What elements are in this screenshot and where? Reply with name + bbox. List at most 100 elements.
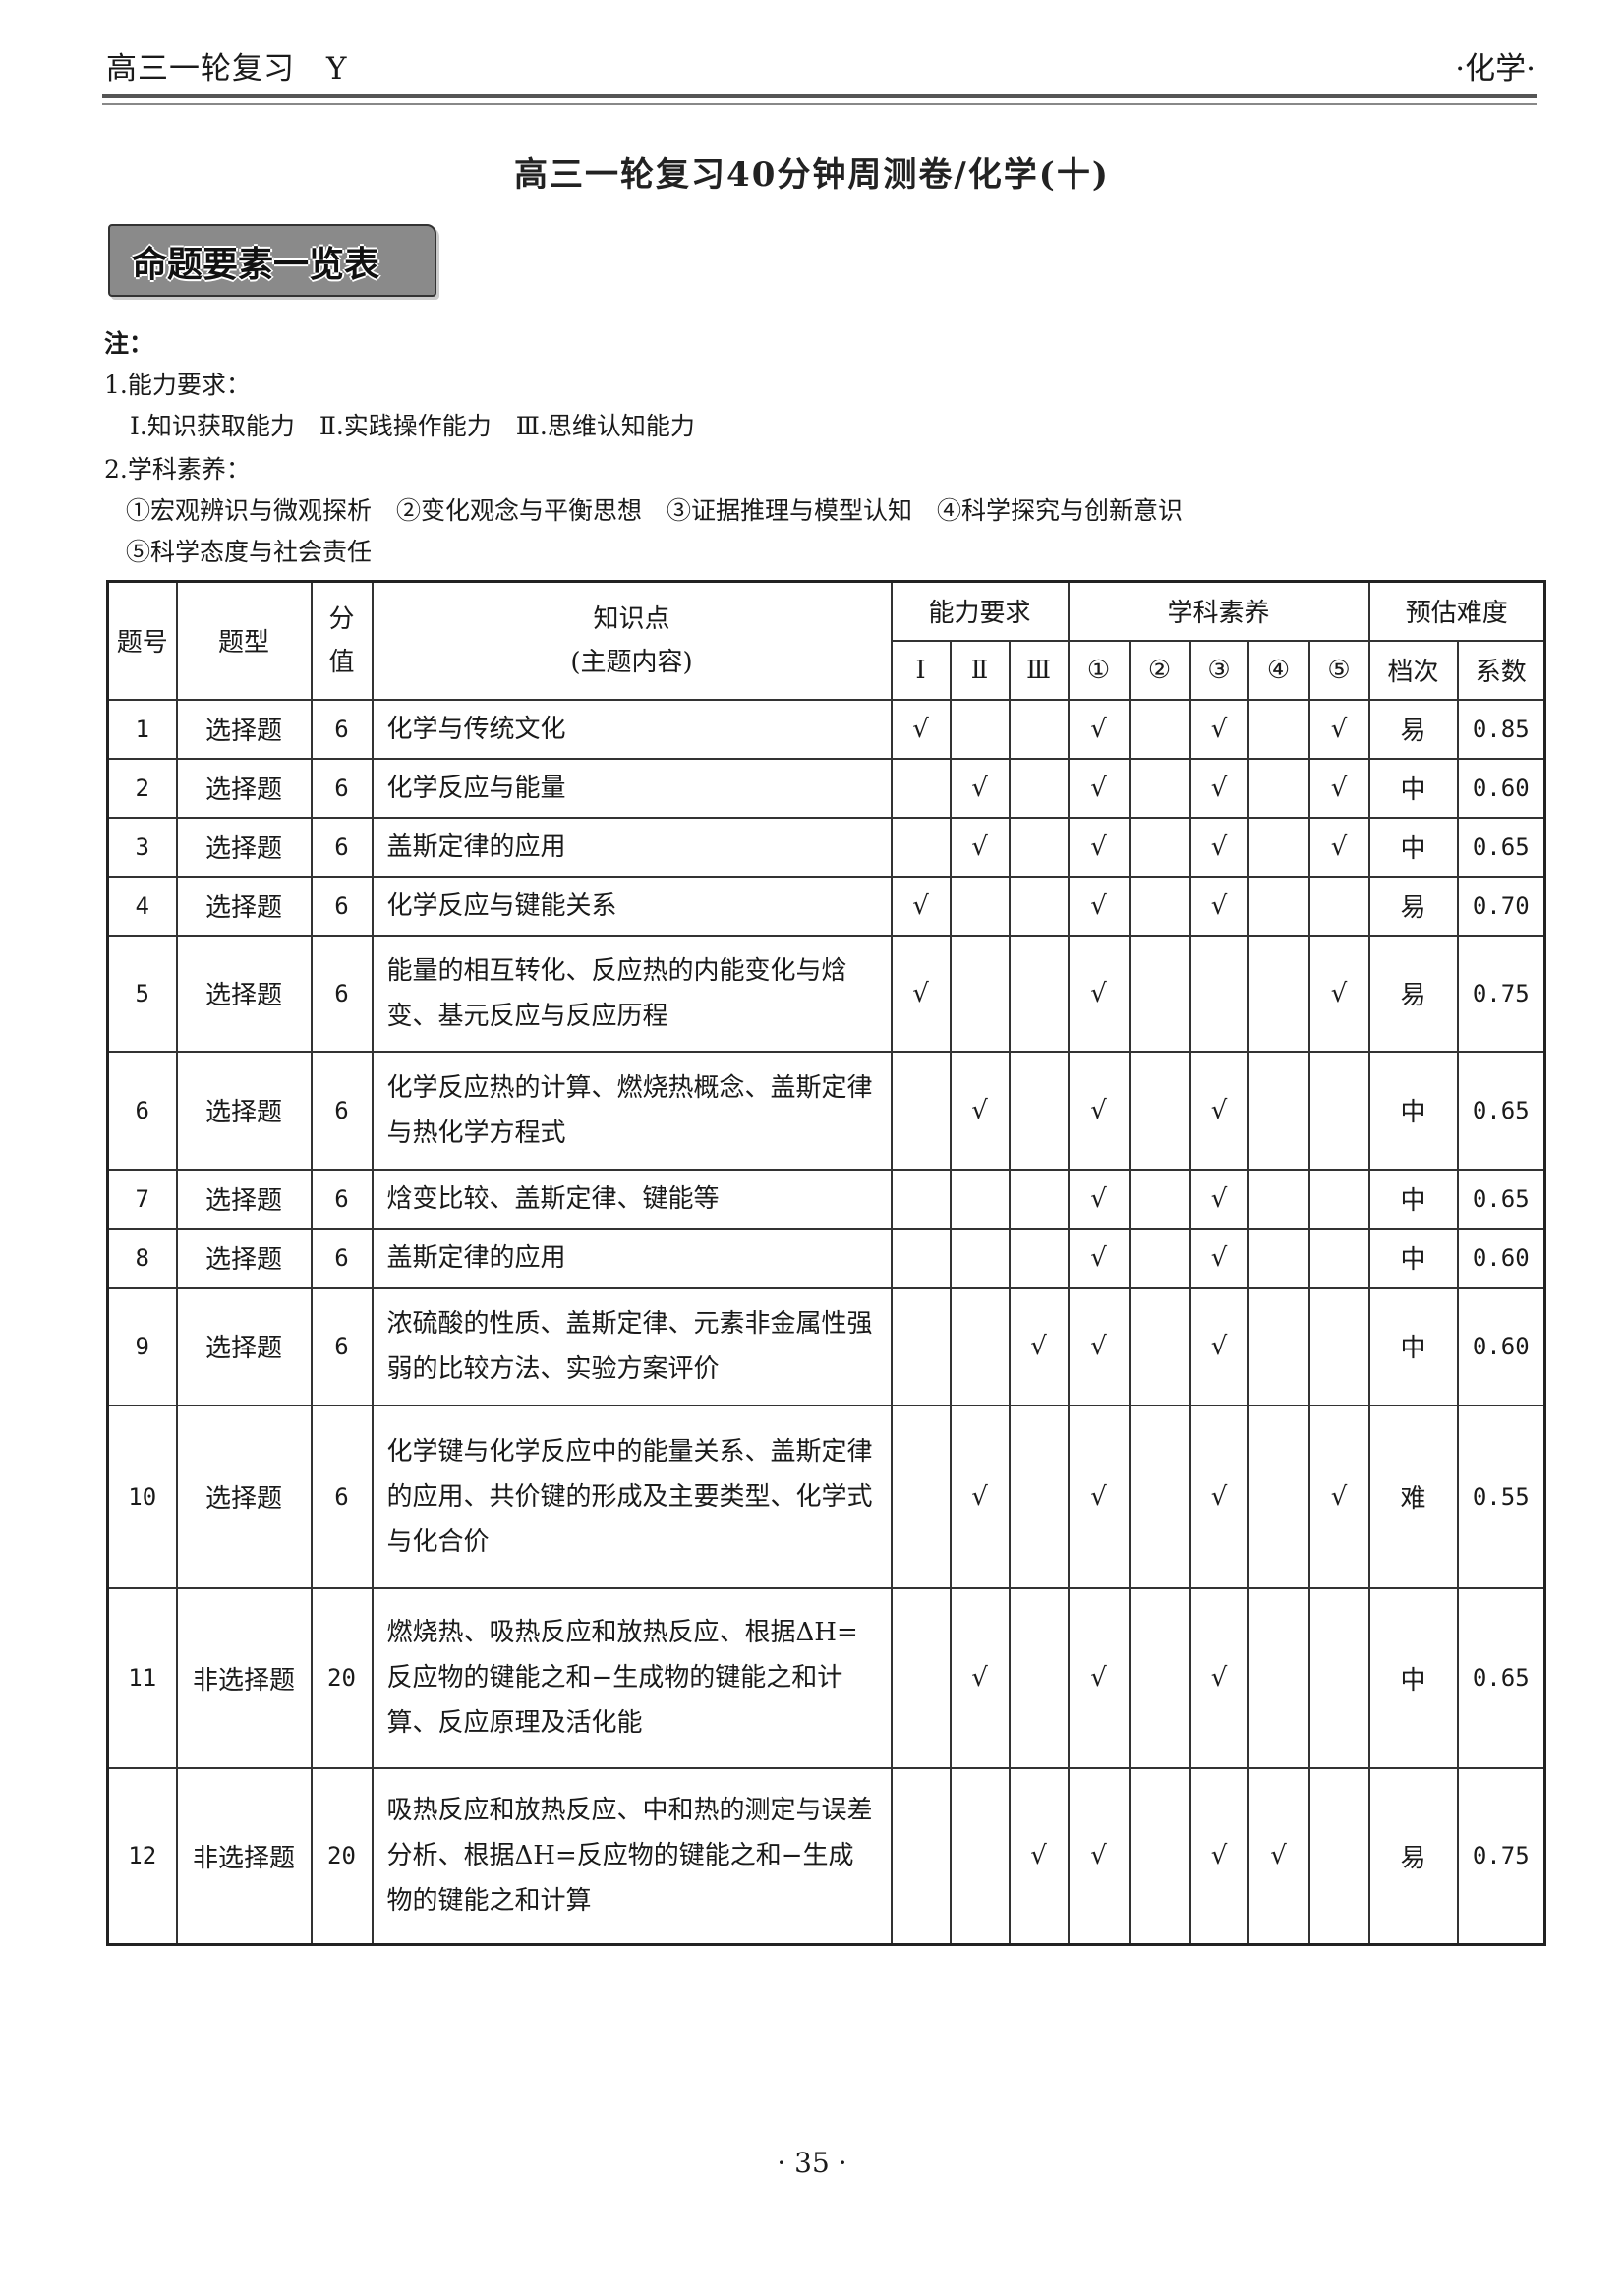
knowledge-points: 化学键与化学反应中的能量关系、盖斯定律的应用、共价键的形成及主要类型、化学式与化… [371,1404,893,1589]
literacy-line-1: ①宏观辨识与微观探析 ②变化观念与平衡思想 ③证据推理与模型认知 ④科学探究与创… [126,496,1184,525]
knowledge-points: 能量的相互转化、反应热的内能变化与焓变、基元反应与反应历程 [371,934,893,1053]
check-mark-cell [1307,1766,1370,1946]
check-mark-cell: √ [1189,1766,1249,1946]
check-mark-cell [1128,757,1191,819]
check-mark-cell [949,1766,1011,1946]
question-number: 8 [106,1227,178,1289]
question-type: 选择题 [175,816,313,878]
question-number: 2 [106,757,178,819]
check-mark-cell [890,1286,952,1406]
header-difficulty: 预估难度 [1367,580,1546,642]
question-number: 12 [106,1766,178,1946]
check-mark-cell [890,1404,952,1589]
check-mark-cell: √ [1067,1168,1131,1230]
question-number: 7 [106,1168,178,1230]
check-mark-cell [1008,698,1070,760]
check-mark-cell [1008,1586,1070,1769]
question-type: 选择题 [175,1286,313,1406]
header-ability: 能力要求 [890,580,1070,642]
check-mark-cell [949,698,1011,760]
table-row: 7 选择题 6 焓变比较、盖斯定律、键能等 √ √ 中 0.65 [106,1168,1546,1230]
check-mark-cell [949,934,1011,1053]
check-mark-cell: √ [1189,757,1249,819]
table-row: 5 选择题 6 能量的相互转化、反应热的内能变化与焓变、基元反应与反应历程 √ √ √ 易 0.… [106,934,1546,1053]
ability-title: 1.能力要求： [104,371,251,399]
check-mark-cell [1247,1050,1310,1171]
question-score: 6 [310,1050,374,1171]
question-score: 6 [310,757,374,819]
check-mark-cell [1247,1286,1310,1406]
check-mark-cell [1247,934,1310,1053]
question-number: 1 [106,698,178,760]
check-mark-cell [1128,1404,1191,1589]
knowledge-points: 盖斯定律的应用 [371,816,893,878]
header-rule [102,94,1537,105]
question-score: 6 [310,875,374,937]
section-banner: 命题要素一览表 [108,224,436,297]
table-row: 10 选择题 6 化学键与化学反应中的能量关系、盖斯定律的应用、共价键的形成及主要类型… [106,1404,1546,1589]
check-mark-cell: √ [1189,1050,1249,1171]
check-mark-cell: √ [890,698,952,760]
header-literacy-3: ③ [1189,639,1249,701]
check-mark-cell: √ [1189,1286,1249,1406]
difficulty-level: 易 [1367,698,1459,760]
check-mark-cell [890,1050,952,1171]
difficulty-coefficient: 0.75 [1456,934,1546,1053]
running-header-subject: ·化学· [1455,51,1536,86]
question-score: 6 [310,1227,374,1289]
difficulty-coefficient: 0.85 [1456,698,1546,760]
table-row: 6 选择题 6 化学反应热的计算、燃烧热概念、盖斯定律与热化学方程式 √ √ √ 中 0.65 [106,1050,1546,1171]
check-mark-cell [890,816,952,878]
question-type: 选择题 [175,875,313,937]
check-mark-cell [1008,1404,1070,1589]
check-mark-cell: √ [949,757,1011,819]
section-banner-label: 命题要素一览表 [132,245,380,285]
check-mark-cell [1008,757,1070,819]
knowledge-points: 化学与传统文化 [371,698,893,760]
knowledge-points: 吸热反应和放热反应、中和热的测定与误差分析、根据ΔH=反应物的键能之和−生成物的… [371,1766,893,1946]
check-mark-cell [1008,1168,1070,1230]
check-mark-cell [1247,698,1310,760]
check-mark-cell: √ [1067,1586,1131,1769]
question-number: 6 [106,1050,178,1171]
question-number: 9 [106,1286,178,1406]
check-mark-cell: √ [1067,757,1131,819]
question-number: 11 [106,1586,178,1769]
difficulty-level: 中 [1367,1586,1459,1769]
page-number: · 35 · [777,2147,847,2179]
check-mark-cell: √ [949,1050,1011,1171]
difficulty-coefficient: 0.55 [1456,1404,1546,1589]
check-mark-cell: √ [1189,816,1249,878]
difficulty-level: 中 [1367,1286,1459,1406]
knowledge-points: 浓硫酸的性质、盖斯定律、元素非金属性强弱的比较方法、实验方案评价 [371,1286,893,1406]
check-mark-cell [1247,1168,1310,1230]
question-score: 6 [310,816,374,878]
question-number: 3 [106,816,178,878]
check-mark-cell [949,1168,1011,1230]
check-mark-cell [1247,816,1310,878]
difficulty-coefficient: 0.60 [1456,1227,1546,1289]
knowledge-points: 化学反应与能量 [371,757,893,819]
header-knowledge-label: 知识点 [593,603,670,634]
check-mark-cell [1128,1586,1191,1769]
check-mark-cell [890,757,952,819]
header-score-label: 分值 [328,603,355,677]
check-mark-cell: √ [1067,875,1131,937]
question-score: 6 [310,1168,374,1230]
question-type: 非选择题 [175,1586,313,1769]
table-row: 1 选择题 6 化学与传统文化 √ √ √ √ 易 0.85 [106,698,1546,760]
table-row: 8 选择题 6 盖斯定律的应用 √ √ 中 0.60 [106,1227,1546,1289]
check-mark-cell [949,1286,1011,1406]
check-mark-cell: √ [1067,1050,1131,1171]
check-mark-cell [1307,1227,1370,1289]
check-mark-cell: √ [949,1586,1011,1769]
check-mark-cell [890,1586,952,1769]
check-mark-cell [1247,1404,1310,1589]
check-mark-cell [1247,1227,1310,1289]
header-literacy: 学科素养 [1067,580,1370,642]
difficulty-coefficient: 0.65 [1456,1586,1546,1769]
check-mark-cell: √ [1307,757,1370,819]
check-mark-cell [1128,1168,1191,1230]
header-knowledge-sub: (主题内容) [570,647,693,677]
header-level: 档次 [1367,639,1459,701]
